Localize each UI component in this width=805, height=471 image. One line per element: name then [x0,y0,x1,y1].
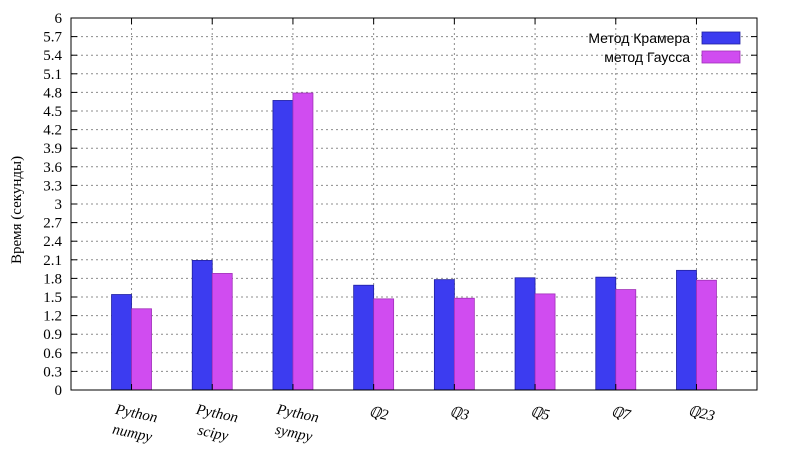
y-tick-label: 3.9 [43,141,62,157]
axes: 0 0.3 0.6 0.9 1.2 1.5 1.8 2.1 2.4 2.7 3 3.3 3.6 3.9 4.… [43,11,758,446]
plot-frame [70,17,758,391]
x-tick-label-group: ℚ2 [367,404,390,424]
y-axis-label: Время (секунды) [9,156,25,264]
bar-cramer [272,100,294,391]
y-tick-label: 2.1 [43,253,62,269]
y-tick-label: 5.1 [43,67,62,83]
y-tick-label: 1.5 [43,290,62,306]
bar-cramer [191,260,213,391]
bar-gauss [131,308,152,391]
bar-cramer [595,276,617,391]
y-tick-label: 5.4 [43,48,62,64]
legend-swatch [701,50,741,64]
bar-cramer [433,279,455,391]
y-tick-label: 1.2 [43,309,62,325]
bar-cramer [353,284,375,391]
bar-gauss [615,289,637,391]
y-tick-label: 5.7 [43,30,62,46]
x-tick-label-group: ℚ23 [687,403,717,424]
y-tick-label: 3.3 [43,178,62,194]
legend: Метод Крамера метод Гаусса [588,30,741,65]
bar-gauss [211,273,233,391]
legend-label: Метод Крамера [588,30,690,46]
y-tick-label: 0.3 [43,364,62,380]
bars [111,92,717,391]
bar-cramer [514,277,536,391]
bar-gauss [453,297,475,391]
y-tick-label: 4.2 [43,123,62,139]
bar-gauss [534,293,556,391]
y-tick-label: 4.8 [43,85,62,101]
x-tick-label: scipy [196,423,230,445]
y-tick-label: 4.5 [43,104,62,120]
x-tick-label: ℚ7 [609,404,633,424]
y-tick-label: 0 [55,383,63,399]
bar-cramer [111,294,132,391]
bar-gauss [696,279,717,391]
x-tick-label: numpy [111,422,154,446]
x-tick-label: ℚ3 [448,404,470,424]
y-tick-label: 2.4 [43,234,62,250]
x-tick-label: ℚ5 [529,404,552,424]
x-tick-label-group: ℚ3 [448,404,470,424]
y-tick-label: 2.7 [43,216,62,232]
y-tick-label: 6 [55,11,63,27]
y-tick-label: 3.6 [43,160,62,176]
y-tick-label: 3 [55,197,63,213]
y-tick-label: 0.6 [43,346,62,362]
bar-gauss [373,298,395,391]
x-tick-label-group: ℚ7 [609,404,633,424]
x-tick-label: sympy [274,422,314,446]
y-tick-label: 1.8 [43,271,62,287]
legend-swatch [701,31,741,45]
grid-lines [71,18,757,390]
x-tick-label: ℚ2 [367,404,390,424]
legend-label: метод Гаусса [604,49,690,65]
x-tick-label-group: ℚ5 [529,404,552,424]
bar-cramer [676,269,697,391]
x-tick-label: ℚ23 [687,403,717,424]
y-tick-label: 0.9 [43,327,62,343]
bar-gauss [292,92,314,391]
